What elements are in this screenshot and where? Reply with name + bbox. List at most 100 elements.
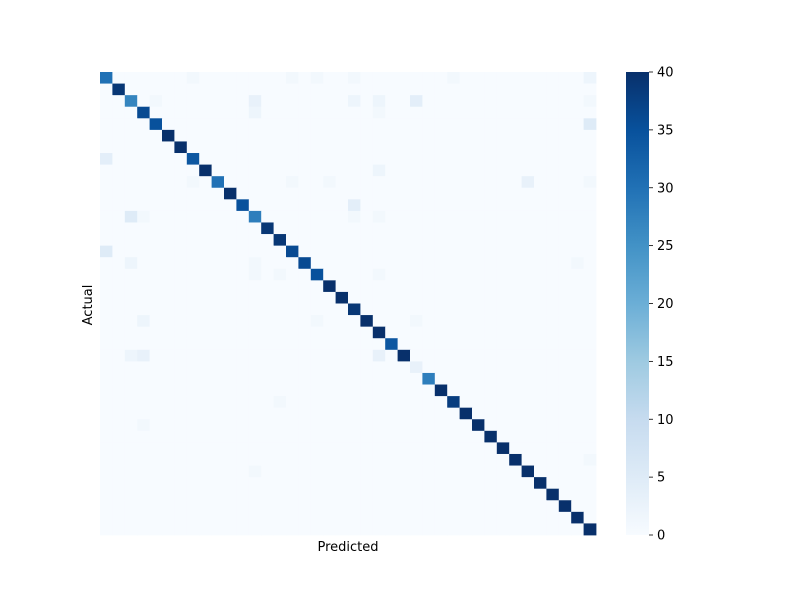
heatmap-cell — [571, 176, 584, 189]
heatmap-cell — [298, 234, 312, 247]
heatmap-cell — [236, 372, 250, 385]
heatmap-cell — [521, 141, 535, 154]
heatmap-cell — [484, 234, 498, 247]
heatmap-cell — [112, 361, 126, 374]
heatmap-cell — [286, 361, 299, 374]
heatmap-cell — [422, 453, 436, 466]
heatmap-cell — [583, 500, 597, 513]
heatmap-cell — [310, 407, 324, 420]
heatmap-cell — [459, 396, 473, 409]
heatmap-cell — [211, 141, 225, 154]
heatmap-cell — [186, 303, 200, 316]
heatmap-cell — [186, 268, 200, 281]
heatmap-cell — [484, 430, 498, 443]
heatmap-cell — [124, 349, 138, 362]
heatmap-cell — [224, 280, 237, 293]
heatmap-cell — [199, 326, 212, 339]
heatmap-cell — [261, 419, 274, 432]
heatmap-cell — [447, 153, 460, 165]
heatmap-cell — [509, 129, 522, 142]
heatmap-cell — [397, 234, 411, 247]
heatmap-cell — [558, 153, 572, 165]
heatmap-cell — [397, 500, 411, 513]
heatmap-cell — [310, 129, 324, 142]
heatmap-cell — [335, 199, 349, 212]
heatmap-cell — [100, 511, 113, 524]
heatmap-cell — [199, 488, 212, 501]
heatmap-cell — [261, 210, 274, 223]
heatmap-cell — [211, 234, 225, 247]
heatmap-cell — [298, 407, 312, 420]
heatmap-cell — [236, 222, 250, 235]
heatmap-cell — [422, 72, 436, 84]
heatmap-cell — [248, 187, 262, 200]
heatmap-cell — [273, 222, 287, 235]
heatmap-cell — [546, 303, 560, 316]
heatmap-cell — [149, 372, 163, 385]
heatmap-cell — [224, 257, 237, 270]
heatmap-cell — [124, 523, 138, 536]
heatmap-cell — [372, 523, 386, 536]
heatmap-cell — [434, 72, 448, 84]
heatmap-cell — [335, 419, 349, 432]
heatmap-cell — [124, 187, 138, 200]
heatmap-cell — [137, 210, 150, 223]
heatmap-cell — [273, 511, 287, 524]
heatmap-cell — [521, 153, 535, 165]
heatmap-cell — [472, 372, 485, 385]
heatmap-cell — [447, 407, 460, 420]
heatmap-cell — [186, 72, 200, 84]
heatmap-cell — [273, 95, 287, 108]
heatmap-cell — [199, 407, 212, 420]
heatmap-cell — [100, 176, 113, 189]
heatmap-cell — [434, 407, 448, 420]
heatmap-cell — [186, 280, 200, 293]
heatmap-cell — [571, 164, 584, 177]
heatmap-cell — [496, 210, 510, 223]
heatmap-cell — [447, 361, 460, 374]
heatmap-cell — [558, 222, 572, 235]
heatmap-cell — [372, 384, 386, 397]
heatmap-cell — [447, 303, 460, 316]
heatmap-cell — [484, 315, 498, 328]
heatmap-cell — [534, 488, 547, 501]
heatmap-cell — [472, 477, 485, 490]
heatmap-cell — [112, 280, 126, 293]
heatmap-cell — [186, 187, 200, 200]
heatmap-cell — [447, 129, 460, 142]
heatmap-cell — [211, 419, 225, 432]
heatmap-cell — [112, 222, 126, 235]
heatmap-cell — [583, 153, 597, 165]
heatmap-cell — [286, 141, 299, 154]
heatmap-cell — [472, 95, 485, 108]
heatmap-cell — [236, 257, 250, 270]
heatmap-cell — [496, 106, 510, 119]
heatmap-cell — [112, 268, 126, 281]
heatmap-cell — [261, 164, 274, 177]
heatmap-cell — [385, 245, 398, 258]
heatmap-cell — [224, 315, 237, 328]
heatmap-cell — [348, 477, 361, 490]
heatmap-cell — [484, 372, 498, 385]
heatmap-cell — [273, 361, 287, 374]
heatmap-cell — [472, 396, 485, 409]
heatmap-cell — [521, 523, 535, 536]
heatmap-cell — [224, 465, 237, 478]
heatmap-cell — [472, 280, 485, 293]
heatmap-cell — [521, 210, 535, 223]
heatmap-cell — [509, 419, 522, 432]
heatmap-cell — [360, 303, 374, 316]
heatmap-cell — [521, 129, 535, 142]
heatmap-cell — [360, 291, 374, 304]
heatmap-cell — [211, 222, 225, 235]
heatmap-cell — [273, 465, 287, 478]
heatmap-cell — [323, 523, 336, 536]
heatmap-cell — [286, 234, 299, 247]
heatmap-cell — [385, 511, 398, 524]
heatmap-cell — [558, 164, 572, 177]
heatmap-cell — [286, 442, 299, 455]
heatmap-cell — [236, 95, 250, 108]
heatmap-cell — [484, 407, 498, 420]
heatmap-cell — [137, 338, 150, 351]
heatmap-cell — [360, 326, 374, 339]
